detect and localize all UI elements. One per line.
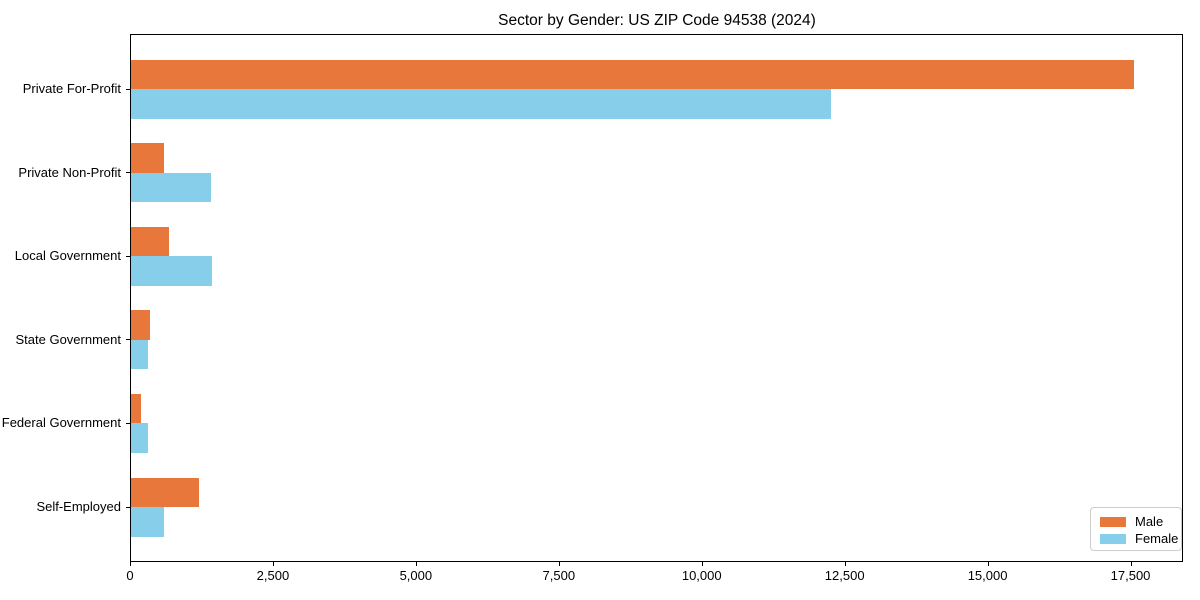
- bar-female: [131, 339, 148, 370]
- bar-male: [131, 310, 151, 340]
- legend: Male Female: [1090, 507, 1182, 551]
- x-axis-label: 17,500: [1110, 568, 1151, 583]
- x-axis-label: 0: [126, 568, 134, 583]
- y-axis-tick: [126, 172, 130, 174]
- chart-title: Sector by Gender: US ZIP Code 94538 (202…: [498, 12, 816, 29]
- y-axis-tick: [126, 88, 130, 90]
- x-axis-label: 10,000: [681, 568, 722, 583]
- bar-female: [131, 89, 831, 119]
- x-axis-tick: [701, 562, 703, 566]
- bar-male: [131, 226, 170, 257]
- legend-swatch-male: [1100, 516, 1126, 527]
- x-axis-tick: [1130, 562, 1132, 566]
- x-axis-label: 2,500: [256, 568, 290, 583]
- y-axis-label: Private For-Profit: [22, 81, 121, 96]
- y-axis-label: Local Government: [14, 248, 121, 264]
- y-axis-tick: [126, 506, 130, 508]
- legend-entry: Female: [1100, 530, 1181, 547]
- x-axis-label: 7,500: [542, 568, 576, 583]
- bar-female: [131, 423, 149, 453]
- x-axis-tick: [415, 562, 418, 566]
- bar-male: [131, 143, 165, 173]
- plot-area: [130, 34, 1183, 562]
- y-axis-tick: [126, 255, 130, 257]
- bar-female: [131, 507, 164, 537]
- x-axis-tick: [130, 562, 132, 566]
- y-axis-label: Federal Government: [1, 415, 121, 431]
- bar-female: [131, 256, 213, 286]
- x-axis-tick: [844, 562, 846, 566]
- x-axis-label: 15,000: [967, 568, 1008, 583]
- bar-male: [131, 59, 1135, 89]
- legend-entry: Male: [1100, 513, 1181, 530]
- legend-label: Female: [1135, 531, 1179, 546]
- bar-male: [131, 477, 200, 507]
- bar-female: [131, 172, 212, 203]
- x-axis-label: 12,500: [824, 568, 865, 583]
- y-axis-label: State Government: [15, 331, 122, 347]
- y-axis-label: Private Non-Profit: [18, 164, 121, 180]
- x-axis-tick: [558, 562, 560, 566]
- x-axis-label: 5,000: [399, 568, 433, 583]
- x-axis-tick: [987, 562, 989, 566]
- y-axis-tick: [126, 339, 130, 341]
- x-axis-tick: [272, 562, 275, 566]
- legend-label: Male: [1135, 514, 1164, 529]
- bar-male: [131, 393, 142, 424]
- y-axis-tick: [126, 422, 130, 425]
- y-axis-label: Self-Employed: [36, 499, 121, 514]
- legend-swatch-female: [1100, 533, 1126, 544]
